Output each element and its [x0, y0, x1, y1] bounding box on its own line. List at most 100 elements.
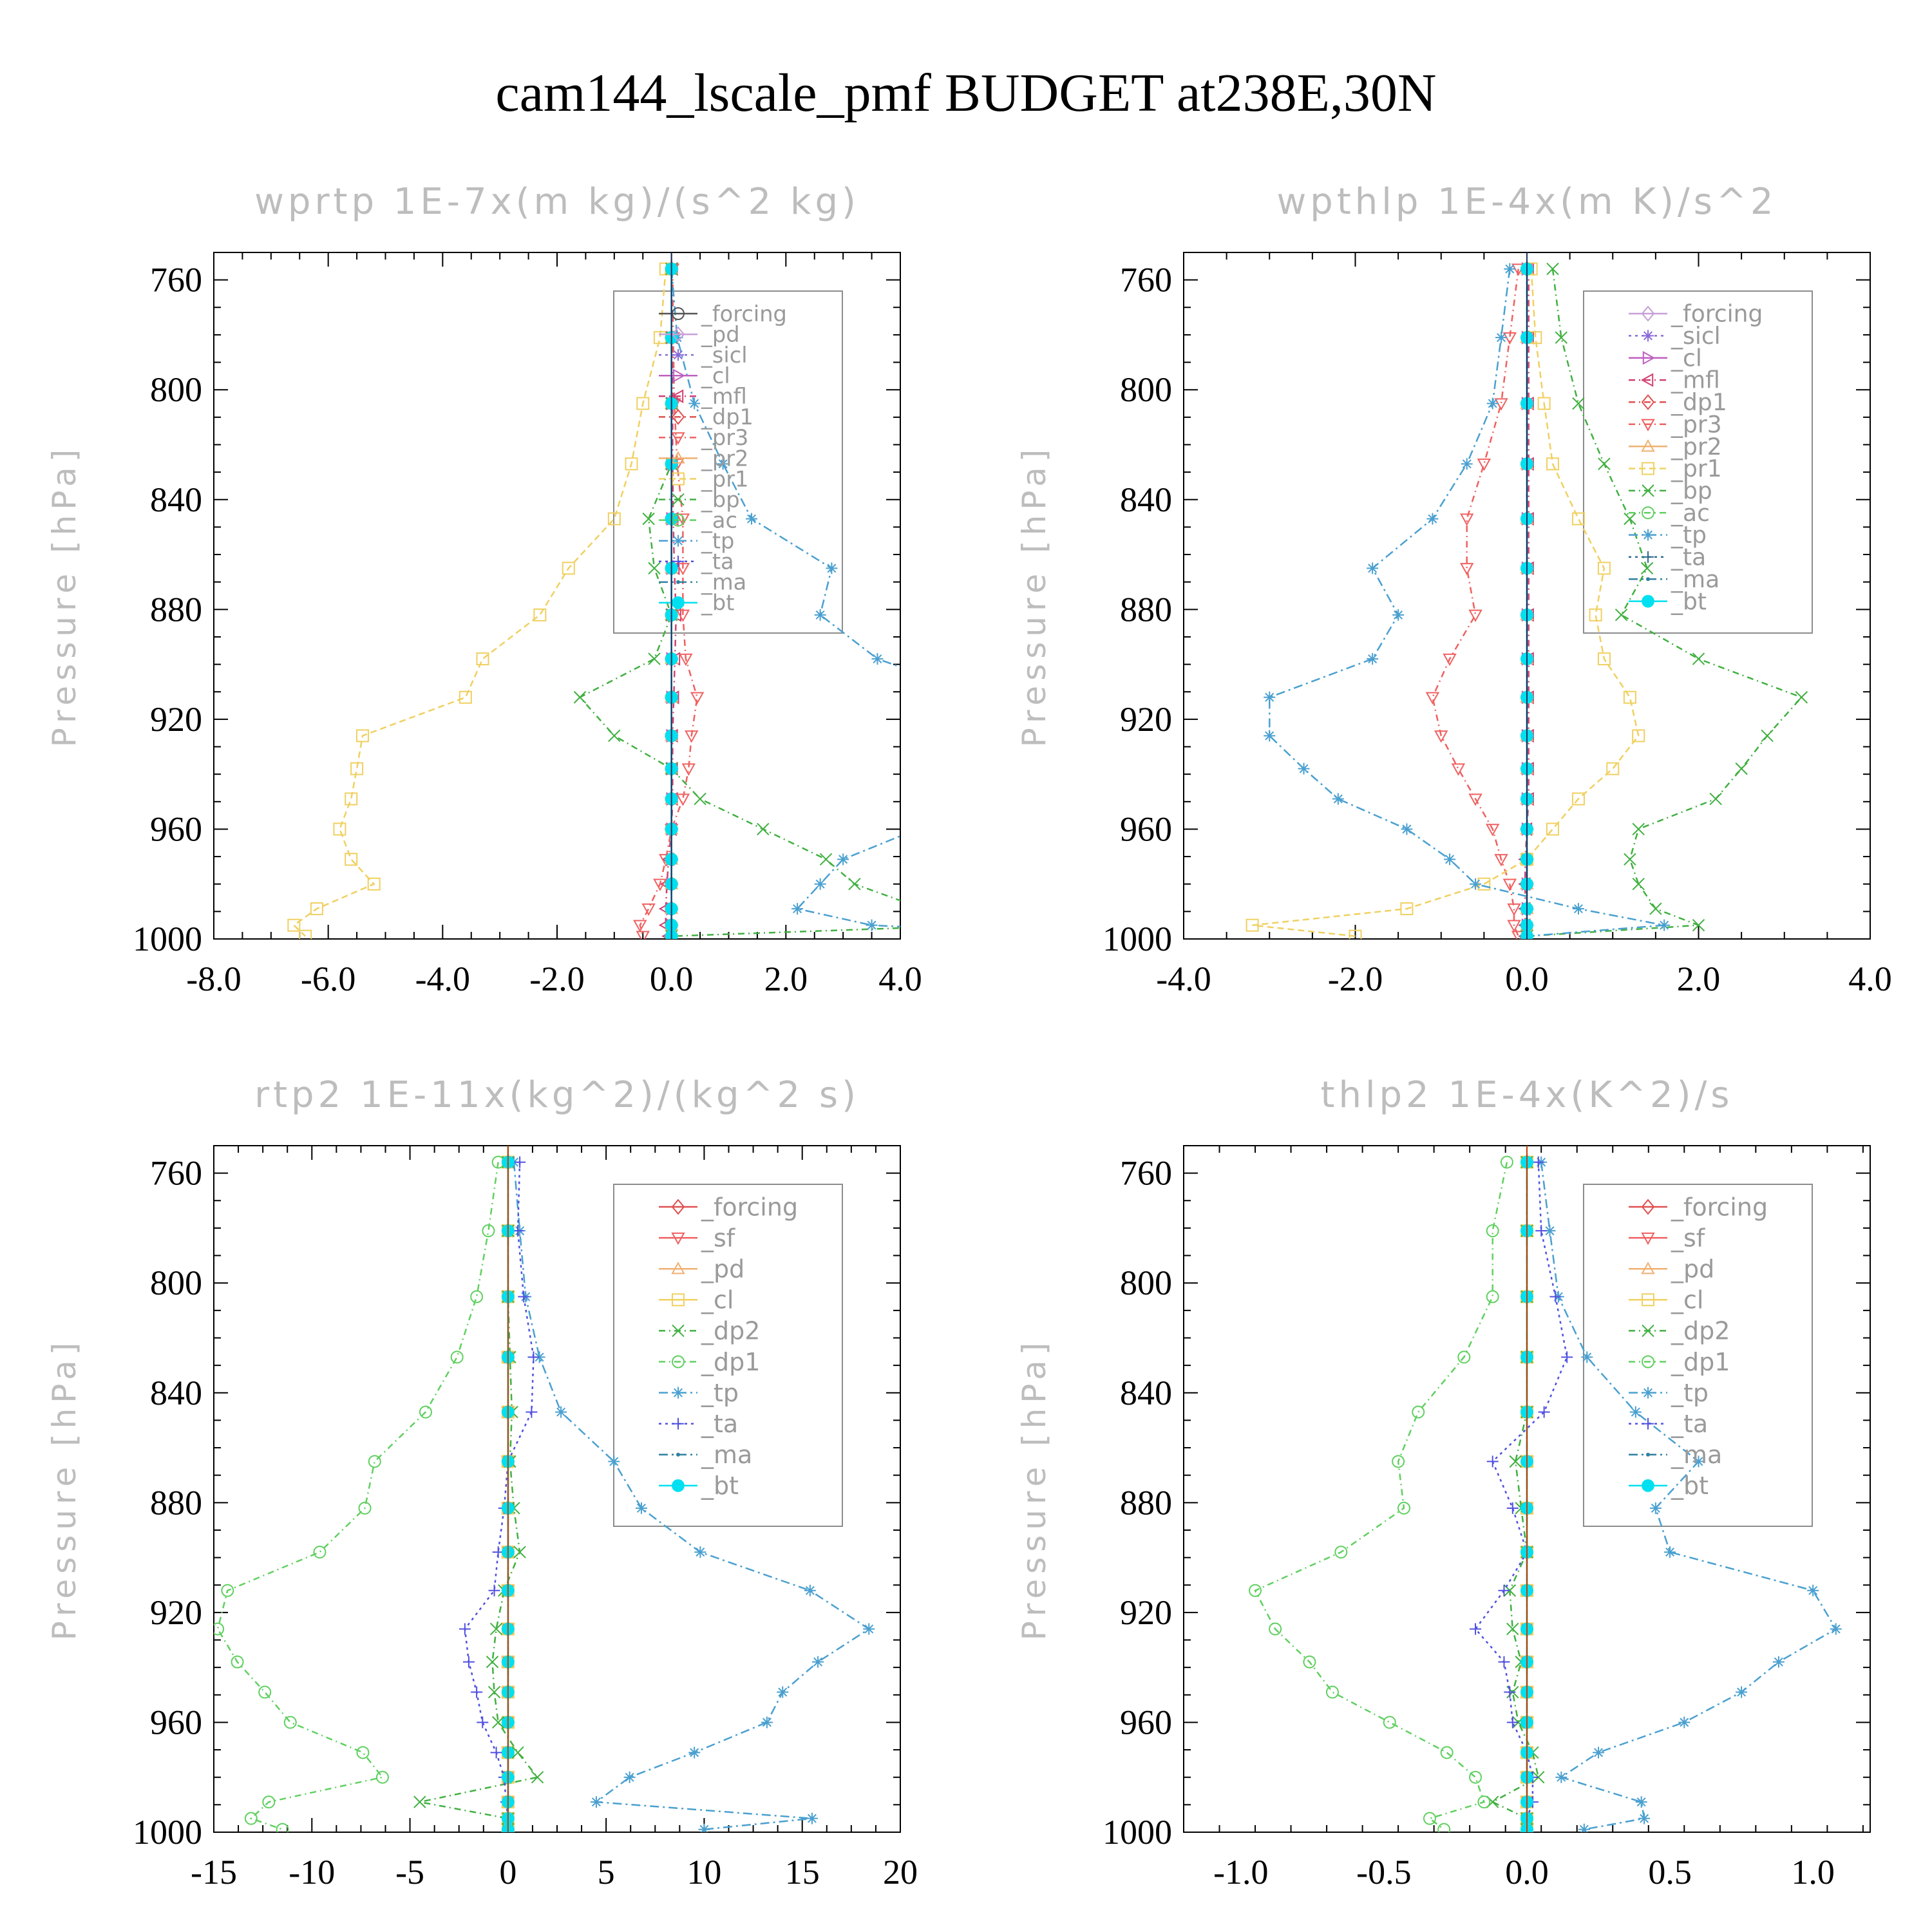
legend-entry: _forcing — [1629, 301, 1763, 328]
data-point — [866, 919, 878, 931]
series-line — [639, 269, 698, 937]
data-point — [608, 1455, 620, 1468]
data-point — [1298, 762, 1310, 775]
y-tick-label: 800 — [1120, 1264, 1172, 1302]
y-tick-label: 920 — [150, 700, 202, 739]
data-point — [1444, 853, 1456, 866]
series-tp — [507, 1156, 875, 1832]
data-point — [1494, 854, 1508, 867]
legend-label: _ta — [1671, 1410, 1708, 1438]
data-point — [1546, 822, 1559, 836]
chart-panel-1: wprtp 1E-7x(m kg)/(s^2 kg) Pressure [hPa]… — [46, 181, 929, 998]
y-tick-label: 840 — [150, 480, 202, 519]
data-point — [848, 878, 861, 891]
y-tick-label: 840 — [1120, 480, 1172, 519]
legend-entry: _ac — [659, 507, 737, 533]
x-tick-label: -5 — [395, 1853, 424, 1891]
y-tick-label: 760 — [1120, 261, 1172, 299]
legend-label: _pr3 — [1671, 411, 1722, 438]
series-line — [1432, 269, 1519, 937]
data-point — [1498, 1656, 1510, 1668]
chart-panels: wprtp 1E-7x(m kg)/(s^2 kg) Pressure [hPa]… — [46, 181, 1892, 1891]
data-point — [1632, 878, 1645, 891]
data-point — [214, 1622, 225, 1636]
legend-entry: _forcing — [659, 1193, 798, 1221]
data-point — [368, 1455, 381, 1468]
y-tick-label: 800 — [150, 370, 202, 409]
legend-label: _pd — [701, 322, 740, 347]
data-point — [1477, 459, 1492, 471]
data-point — [761, 1716, 773, 1728]
data-point — [375, 1770, 389, 1784]
data-point — [804, 1584, 816, 1596]
y-tick-label: 960 — [150, 810, 202, 848]
data-point — [636, 397, 650, 410]
x-tick-label: -0.5 — [1356, 1853, 1411, 1891]
data-point — [1735, 762, 1748, 775]
legend-entry: _pd — [1629, 1255, 1714, 1283]
data-point — [1269, 1622, 1282, 1636]
data-point — [490, 1747, 502, 1759]
data-point — [1561, 1351, 1573, 1363]
legend-label: _bp — [701, 487, 740, 512]
legend-label: _ac — [701, 507, 737, 533]
legend-marker — [1642, 1355, 1654, 1368]
legend-entry: _dp2 — [1629, 1317, 1730, 1345]
y-tick-label: 960 — [1120, 810, 1172, 848]
data-point — [1649, 902, 1662, 915]
data-point — [623, 1771, 636, 1783]
y-tick-label: 920 — [1120, 1593, 1172, 1632]
x-tick-label: -1.0 — [1213, 1853, 1268, 1891]
x-tick-label: -2.0 — [1328, 960, 1383, 998]
legend-entry: _cl — [659, 1286, 734, 1314]
data-point — [1589, 608, 1602, 621]
legend-entry: _ma — [1629, 566, 1719, 593]
plot-frame — [213, 1145, 901, 1833]
series-ta — [459, 1156, 540, 1832]
data-point — [757, 822, 770, 836]
data-point — [814, 878, 826, 890]
legend-label: _cl — [1671, 345, 1702, 372]
y-tick-label: 1000 — [133, 920, 202, 958]
data-point — [1400, 902, 1414, 916]
series-pr1 — [287, 262, 672, 939]
legend-label: _ac — [1671, 500, 1710, 527]
legend-entry: _mfl — [1629, 367, 1720, 394]
data-point — [471, 1686, 483, 1698]
y-tick-label: 960 — [1120, 1703, 1172, 1741]
data-point — [1761, 729, 1774, 743]
data-point — [641, 903, 656, 916]
data-point — [1457, 1350, 1471, 1364]
data-point — [358, 1501, 372, 1515]
series-ta — [1470, 1156, 1573, 1832]
legend-entry: _pr2 — [1629, 433, 1722, 460]
x-tick-label: -8.0 — [186, 960, 241, 998]
plot-area — [214, 1154, 875, 1832]
data-point — [1549, 1291, 1562, 1303]
data-point — [1624, 853, 1636, 866]
data-point — [1426, 513, 1439, 525]
data-point — [690, 692, 705, 705]
legend-label: _forcing — [701, 301, 787, 327]
data-point — [533, 1351, 545, 1363]
data-point — [526, 1406, 538, 1418]
data-point — [450, 1350, 464, 1364]
data-point — [812, 1656, 824, 1668]
data-point — [918, 903, 929, 914]
legend-marker — [1642, 351, 1656, 365]
legend-marker — [1642, 1293, 1654, 1307]
legend-label: _sf — [1671, 1224, 1706, 1252]
legend-marker — [1641, 1198, 1655, 1215]
data-point — [1624, 512, 1636, 526]
legend-entry: _forcing — [1629, 1193, 1768, 1221]
data-point — [287, 918, 301, 932]
series-line — [1540, 1162, 1837, 1830]
legend-label: _cl — [701, 363, 730, 388]
data-point — [1578, 1823, 1590, 1832]
legend-marker — [1641, 1232, 1655, 1245]
series-line — [1252, 269, 1640, 937]
legend-label: _pr2 — [1671, 433, 1722, 460]
legend-marker — [672, 1355, 685, 1368]
data-point — [1440, 1746, 1454, 1759]
data-point — [486, 1655, 499, 1669]
